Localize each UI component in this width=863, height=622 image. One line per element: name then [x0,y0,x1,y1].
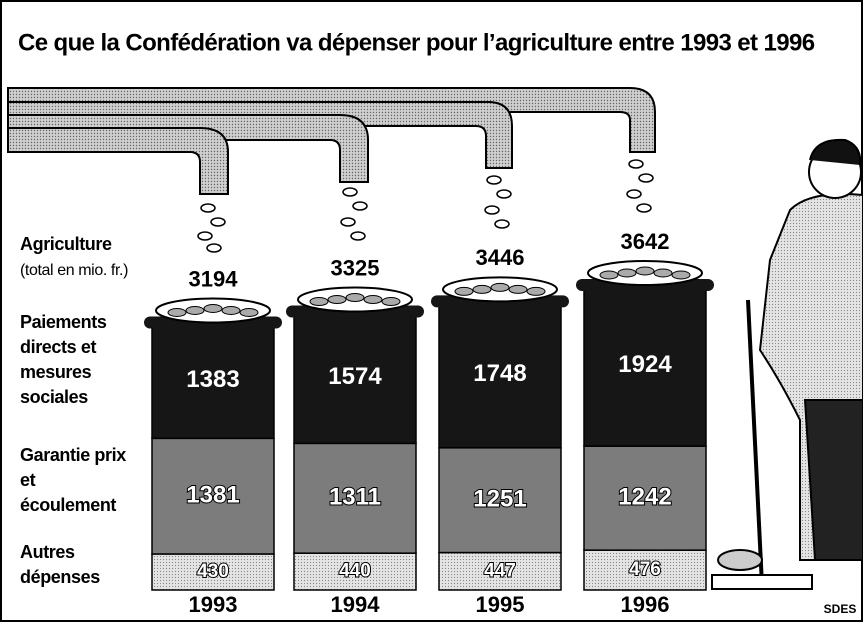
total-label: Agriculture (total en mio. fr.) [20,232,128,283]
value-label: 1748 [473,360,526,387]
coin [672,271,690,279]
source: SDES [824,602,857,616]
total-unit: (total en mio. fr.) [20,262,128,279]
falling-coins [198,160,653,252]
coin [168,309,186,317]
coin [240,309,258,317]
value-label: 430 [197,561,229,582]
value-label: 440 [339,561,371,582]
coin [204,305,222,313]
farmer [712,140,863,589]
coin [527,287,545,295]
value-label: 1924 [618,351,672,378]
total-label: 3642 [621,229,670,254]
coin [600,271,618,279]
value-label: 476 [629,559,661,580]
legend-label: Autres dépenses [20,540,128,590]
total-label: 3325 [331,255,380,280]
chart: Ce que la Confédération va dépenser pour… [0,0,863,622]
value-label: 1383 [186,366,239,393]
coin [491,283,509,291]
coin [222,307,240,315]
value-label: 1251 [473,486,526,513]
x-tick-label: 1996 [621,592,670,617]
x-tick-label: 1995 [476,592,525,617]
legend-label: Paiements directs et mesures sociales [20,310,128,410]
coin [364,296,382,304]
value-label: 447 [484,560,516,581]
value-label: 1311 [329,484,381,511]
coin [310,298,328,306]
value-label: 1381 [186,482,239,509]
coin [455,287,473,295]
total-label: 3194 [189,266,239,291]
total-label-text: Agriculture [20,234,112,254]
coin [346,294,364,302]
chart-title: Ce que la Confédération va dépenser pour… [18,29,815,56]
coin [618,269,636,277]
pipes [8,88,655,194]
x-tick-label: 1993 [189,592,238,617]
chart-svg: Ce que la Confédération va dépenser pour… [0,0,863,622]
coin [509,285,527,293]
coin [328,296,346,304]
coin [186,307,204,315]
coin [473,285,491,293]
legend-label: Garantie prix et écoulement [20,443,128,518]
coin [636,267,654,275]
x-tick-label: 1994 [331,592,381,617]
total-label: 3446 [476,245,525,270]
coin [382,298,400,306]
value-label: 1242 [618,483,671,510]
coin [654,269,672,277]
value-label: 1574 [328,363,382,390]
